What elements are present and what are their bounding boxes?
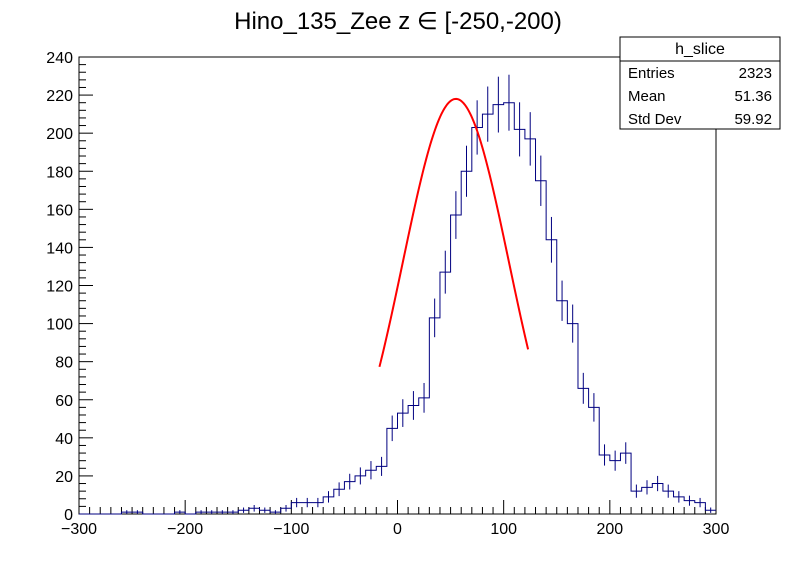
x-tick-label: 200	[596, 521, 623, 538]
x-tick-label: −100	[273, 521, 309, 538]
y-tick-label: 80	[55, 355, 73, 372]
stats-mean-label: Mean	[628, 88, 666, 105]
y-tick-label: 160	[46, 202, 73, 219]
stats-stddev-label: Std Dev	[628, 111, 682, 128]
y-tick-label: 220	[46, 88, 73, 105]
x-tick-label: 0	[393, 521, 402, 538]
y-tick-label: 120	[46, 279, 73, 296]
y-tick-label: 100	[46, 317, 73, 334]
y-tick-label: 20	[55, 469, 73, 486]
fit-curve	[378, 97, 530, 368]
stats-box-title: h_slice	[675, 41, 725, 58]
stats-mean-value: 51.36	[734, 88, 772, 105]
x-tick-label: 100	[490, 521, 517, 538]
histogram-outline	[79, 102, 716, 515]
stats-stddev-value: 59.92	[734, 111, 772, 128]
y-tick-label: 140	[46, 240, 73, 257]
y-tick-label: 60	[55, 393, 73, 410]
x-tick-label: 300	[703, 521, 730, 538]
stats-entries-value: 2323	[739, 65, 772, 82]
y-tick-label: 40	[55, 431, 73, 448]
y-tick-label: 200	[46, 126, 73, 143]
y-tick-label: 180	[46, 164, 73, 181]
chart-title: Hino_135_Zee z ∈ [-250,-200)	[234, 8, 562, 35]
stats-box: h_slice Entries 2323 Mean 51.36 Std Dev …	[619, 36, 781, 130]
y-tick-label: 240	[46, 50, 73, 67]
plot-area: 0 20 40 60 80 100 120 140 160 180 200 220 240 −300 −20…	[46, 50, 729, 538]
stats-entries-label: Entries	[628, 65, 675, 82]
y-tick-label: 0	[64, 507, 73, 524]
x-tick-label: −300	[61, 521, 97, 538]
x-tick-label: −200	[167, 521, 203, 538]
stats-box-frame	[619, 36, 781, 130]
